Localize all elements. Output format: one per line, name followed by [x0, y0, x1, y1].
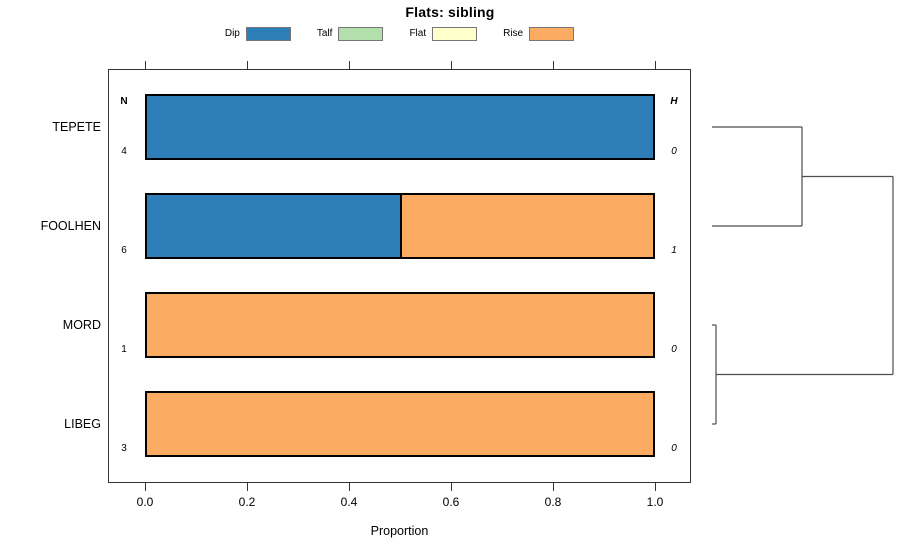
bar-foolhen — [145, 193, 655, 259]
x-axis-tick-label: 0.2 — [238, 495, 256, 509]
x-axis-tick-label: 1.0 — [646, 495, 664, 509]
legend-swatch-talf — [338, 27, 384, 41]
bar-tepete — [145, 94, 655, 160]
row-label-foolhen: FOOLHEN — [40, 219, 101, 233]
legend-label: Rise — [503, 28, 524, 39]
h-value-foolhen: 1 — [671, 245, 677, 256]
n-value-mord: 1 — [121, 344, 127, 355]
bar-mord — [145, 292, 655, 358]
x-axis-top-tick — [349, 61, 350, 69]
x-axis-bottom-tick — [349, 483, 350, 491]
x-axis-tick-label: 0.0 — [136, 495, 154, 509]
x-axis-tick-label: 0.6 — [442, 495, 460, 509]
legend: Dip Talf Flat Rise — [108, 26, 691, 42]
chart-title: Flats: sibling — [405, 4, 495, 20]
bar-segment-rise — [147, 393, 653, 455]
h-value-mord: 0 — [671, 344, 677, 355]
x-axis-tick-label: 0.4 — [340, 495, 358, 509]
legend-swatch-rise — [529, 27, 575, 41]
plot-area — [108, 69, 691, 483]
x-axis-top-tick — [451, 61, 452, 69]
x-axis-bottom-tick — [247, 483, 248, 491]
x-axis-bottom-tick — [145, 483, 146, 491]
bar-segment-rise — [147, 294, 653, 356]
x-axis-top-tick — [145, 61, 146, 69]
legend-label: Flat — [409, 28, 427, 39]
legend-label: Talf — [316, 28, 333, 39]
n-column-header: N — [120, 96, 128, 107]
x-axis-top-tick — [553, 61, 554, 69]
x-axis-title: Proportion — [370, 524, 429, 538]
legend-item-flat: Flat — [409, 27, 478, 41]
bar-segment-dip — [147, 96, 653, 158]
x-axis-bottom-tick — [553, 483, 554, 491]
bar-segment-dip — [147, 195, 400, 257]
h-value-tepete: 0 — [671, 146, 677, 157]
n-value-foolhen: 6 — [121, 245, 127, 256]
legend-swatch-dip — [245, 27, 291, 41]
x-axis-top-tick — [655, 61, 656, 69]
legend-label: Dip — [224, 28, 240, 39]
legend-item-talf: Talf — [317, 27, 384, 41]
row-label-libeg: LIBEG — [64, 417, 101, 431]
h-column-header: H — [670, 96, 678, 107]
row-label-tepete: TEPETE — [52, 120, 101, 134]
bar-libeg — [145, 391, 655, 457]
x-axis-tick-label: 0.8 — [544, 495, 562, 509]
row-label-mord: MORD — [62, 318, 101, 332]
x-axis-bottom-tick — [655, 483, 656, 491]
n-value-libeg: 3 — [121, 443, 127, 454]
legend-item-dip: Dip — [225, 27, 291, 41]
legend-item-rise: Rise — [503, 27, 575, 41]
n-value-tepete: 4 — [121, 146, 127, 157]
x-axis-bottom-tick — [451, 483, 452, 491]
x-axis-top-tick — [247, 61, 248, 69]
bar-segment-rise — [400, 195, 653, 257]
legend-swatch-flat — [432, 27, 478, 41]
h-value-libeg: 0 — [671, 443, 677, 454]
